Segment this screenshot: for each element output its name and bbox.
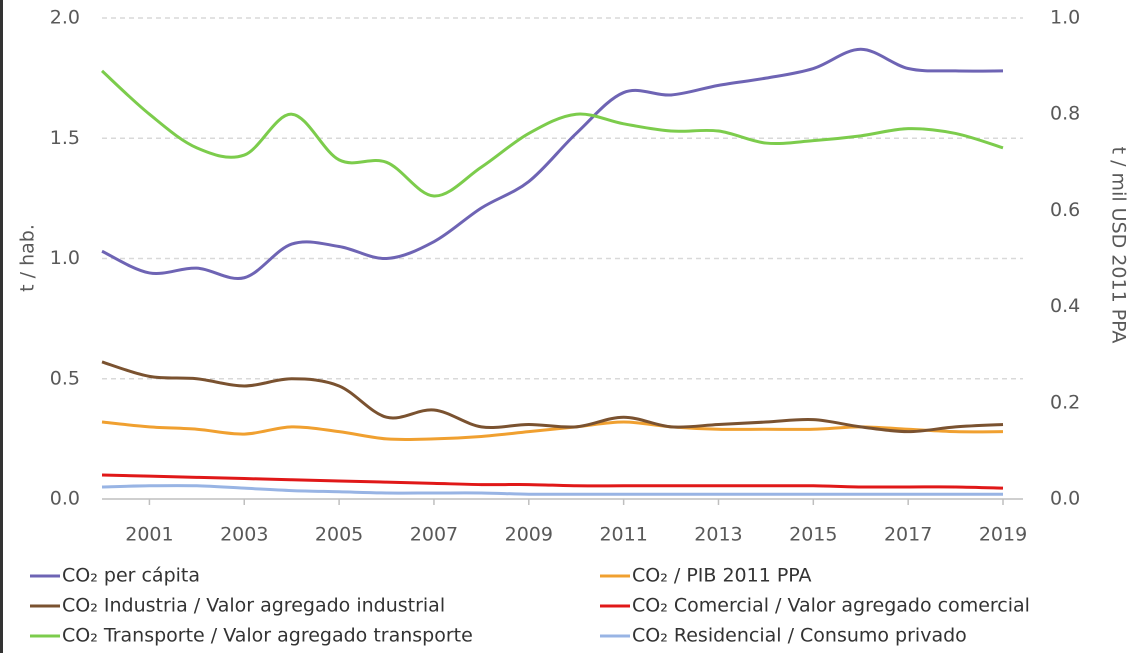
x-tick-label: 2019: [979, 524, 1027, 546]
x-tick-label: 2003: [220, 524, 268, 546]
y-tick-label: 1.0: [50, 247, 80, 269]
frame-edge: [0, 0, 3, 653]
y-tick-label: 0.5: [50, 367, 80, 389]
legend-label: CO₂ Residencial / Consumo privado: [632, 625, 967, 647]
y-tick-label: 1.5: [50, 127, 80, 149]
x-tick-label: 2017: [884, 524, 932, 546]
x-tick-label: 2007: [410, 524, 458, 546]
x-tick-label: 2009: [505, 524, 553, 546]
y2-tick-label: 0.0: [1050, 488, 1080, 510]
x-tick-label: 2005: [315, 524, 363, 546]
legend-label: CO₂ / PIB 2011 PPA: [632, 565, 812, 587]
y-axis-label: t / hab.: [17, 224, 39, 292]
series-line: [101, 360, 1004, 434]
y-tick-label: 0.0: [50, 488, 80, 510]
y2-tick-label: 0.8: [1050, 103, 1080, 125]
y2-axis-label: t / mil USD 2011 PPA: [1108, 147, 1130, 344]
legend-label: CO₂ per cápita: [62, 565, 200, 587]
x-tick-label: 2013: [694, 524, 742, 546]
legend-label: CO₂ Transporte / Valor agregado transpor…: [62, 625, 473, 647]
series-line: [101, 473, 1004, 490]
series-line: [101, 484, 1003, 496]
y2-tick-label: 1.0: [1050, 7, 1080, 29]
y2-tick-label: 0.2: [1050, 391, 1080, 413]
x-tick-label: 2001: [125, 524, 173, 546]
y2-tick-label: 0.6: [1050, 199, 1080, 221]
series-line: [100, 69, 1004, 198]
legend-label: CO₂ Comercial / Valor agregado comercial: [632, 595, 1030, 617]
x-tick-label: 2011: [599, 524, 647, 546]
y-tick-label: 2.0: [50, 7, 80, 29]
series-line: [101, 47, 1004, 281]
y2-tick-label: 0.4: [1050, 295, 1080, 317]
x-tick-label: 2015: [789, 524, 837, 546]
legend-label: CO₂ Industria / Valor agregado industria…: [62, 595, 445, 617]
